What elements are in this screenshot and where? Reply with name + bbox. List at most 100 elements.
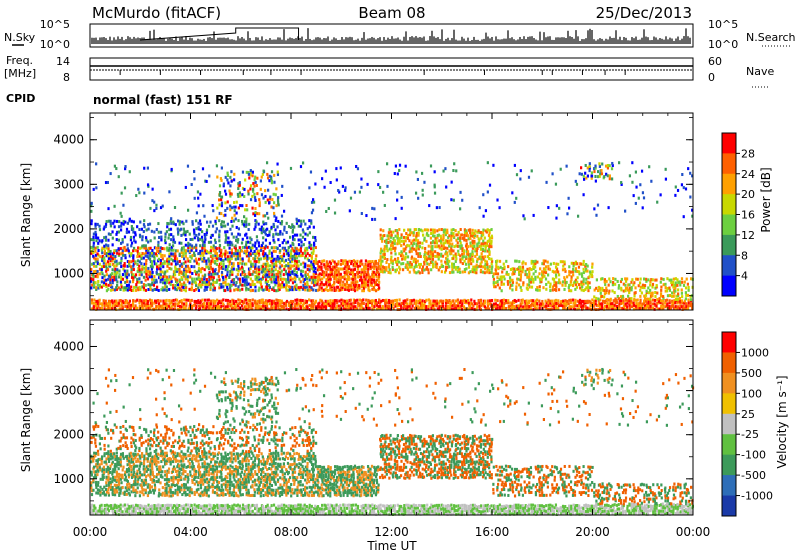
heatmap-cell bbox=[554, 265, 558, 269]
heatmap-cell bbox=[244, 278, 247, 282]
heatmap-cell bbox=[120, 282, 123, 286]
heatmap-cell bbox=[560, 299, 563, 303]
heatmap-cell bbox=[174, 252, 177, 256]
beam-title: Beam 08 bbox=[358, 4, 425, 22]
heatmap-cell bbox=[285, 288, 288, 292]
heatmap-cell bbox=[207, 298, 210, 302]
heatmap-cell bbox=[218, 283, 221, 287]
heatmap-cell bbox=[570, 289, 573, 293]
heatmap-cell bbox=[438, 206, 441, 210]
heatmap-cell bbox=[103, 256, 106, 260]
heatmap-cell bbox=[157, 305, 160, 309]
heatmap-cell bbox=[455, 169, 458, 173]
heatmap-cell bbox=[180, 282, 183, 286]
heatmap-cell bbox=[193, 277, 196, 281]
heatmap-cell bbox=[158, 276, 161, 280]
heatmap-cell bbox=[279, 283, 282, 287]
heatmap-cell bbox=[532, 299, 535, 303]
heatmap-cell bbox=[266, 279, 270, 283]
heatmap-cell bbox=[417, 233, 420, 237]
heatmap-cell bbox=[418, 271, 421, 275]
heatmap-cell bbox=[264, 253, 268, 257]
heatmap-cell bbox=[165, 278, 168, 282]
heatmap-cell bbox=[260, 285, 263, 289]
heatmap-cell bbox=[222, 252, 225, 256]
heatmap-cell bbox=[159, 264, 162, 268]
heatmap-cell bbox=[672, 283, 676, 287]
heatmap-cell bbox=[159, 206, 163, 210]
heatmap-cell bbox=[141, 285, 144, 289]
heatmap-cell bbox=[282, 283, 286, 287]
heatmap-cell bbox=[199, 267, 202, 271]
heatmap-cell bbox=[362, 298, 365, 302]
heatmap-cell bbox=[423, 255, 426, 259]
heatmap-cell bbox=[385, 241, 388, 245]
heatmap-cell bbox=[417, 305, 420, 309]
heatmap-cell bbox=[333, 275, 336, 279]
heatmap-cell bbox=[250, 262, 253, 266]
heatmap-cell bbox=[607, 306, 610, 310]
heatmap-cell bbox=[158, 264, 161, 268]
heatmap-cell bbox=[190, 286, 194, 290]
heatmap-cell bbox=[161, 262, 164, 266]
heatmap-cell bbox=[350, 287, 353, 291]
heatmap-cell bbox=[268, 174, 271, 178]
heatmap-cell bbox=[153, 257, 156, 261]
heatmap-cell bbox=[629, 301, 632, 305]
heatmap-cell bbox=[486, 239, 489, 243]
heatmap-cell bbox=[659, 292, 663, 296]
heatmap-cell bbox=[261, 275, 265, 279]
heatmap-cell bbox=[666, 294, 670, 298]
heatmap-cell bbox=[201, 257, 204, 261]
heatmap-cell bbox=[521, 267, 525, 271]
heatmap-cell bbox=[314, 275, 317, 279]
heatmap-cell bbox=[190, 256, 193, 260]
heatmap-cell bbox=[540, 304, 543, 308]
heatmap-cell bbox=[532, 213, 535, 217]
heatmap-cell bbox=[229, 273, 232, 277]
heatmap-cell bbox=[396, 198, 399, 202]
heatmap-cell bbox=[167, 259, 171, 263]
heatmap-cell bbox=[151, 248, 154, 252]
heatmap-cell bbox=[339, 288, 342, 292]
heatmap-cell bbox=[276, 301, 279, 305]
heatmap-cell bbox=[273, 173, 276, 177]
heatmap-cell bbox=[214, 219, 217, 223]
heatmap-cell bbox=[469, 254, 472, 258]
heatmap-cell bbox=[203, 214, 206, 218]
heatmap-cell bbox=[446, 241, 450, 245]
heatmap-cell bbox=[308, 253, 311, 257]
heatmap-cell bbox=[143, 303, 146, 307]
heatmap-cell bbox=[172, 254, 175, 258]
heatmap-cell bbox=[488, 229, 491, 233]
heatmap-cell bbox=[282, 252, 286, 256]
heatmap-cell bbox=[314, 261, 317, 265]
heatmap-cell bbox=[184, 289, 187, 293]
heatmap-cell bbox=[574, 262, 577, 266]
heatmap-cell bbox=[301, 274, 304, 278]
heatmap-cell bbox=[486, 243, 489, 247]
heatmap-cell bbox=[316, 278, 320, 282]
heatmap-cell bbox=[305, 301, 308, 305]
heatmap-cell bbox=[301, 161, 305, 165]
heatmap-cell bbox=[117, 238, 121, 242]
heatmap-cell bbox=[594, 302, 597, 306]
heatmap-cell bbox=[515, 287, 518, 291]
heatmap-cell bbox=[486, 228, 489, 232]
heatmap-cell bbox=[518, 283, 521, 287]
heatmap-cell bbox=[408, 239, 411, 243]
heatmap-cell bbox=[662, 277, 665, 281]
heatmap-cell bbox=[364, 270, 367, 274]
heatmap-cell bbox=[452, 254, 455, 258]
heatmap-cell bbox=[555, 298, 558, 302]
heatmap-cell bbox=[281, 184, 284, 188]
heatmap-cell bbox=[111, 275, 114, 279]
heatmap-cell bbox=[233, 304, 236, 308]
heatmap-cell bbox=[574, 301, 577, 305]
heatmap-cell bbox=[201, 282, 204, 286]
heatmap-cell bbox=[232, 267, 235, 271]
heatmap-cell bbox=[678, 296, 681, 300]
heatmap-cell bbox=[208, 270, 211, 274]
heatmap-cell bbox=[439, 234, 442, 238]
heatmap-cell bbox=[222, 303, 225, 307]
